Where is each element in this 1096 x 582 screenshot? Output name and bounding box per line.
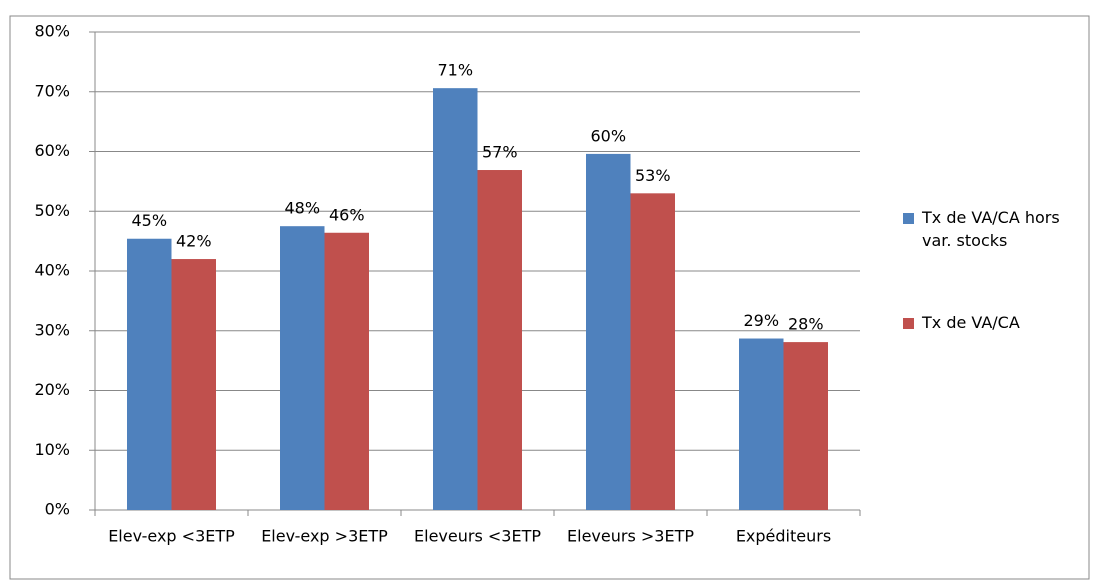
bar xyxy=(739,338,784,510)
legend-label: Tx de VA/CA xyxy=(922,313,1020,332)
data-label: 46% xyxy=(329,205,365,224)
y-tick-label: 10% xyxy=(34,440,70,459)
data-label: 60% xyxy=(590,126,626,145)
x-tick-label: Eleveurs <3ETP xyxy=(414,527,541,546)
data-label: 48% xyxy=(284,199,320,218)
bar xyxy=(630,193,675,510)
x-tick-label: Elev-exp >3ETP xyxy=(261,527,388,546)
data-label: 29% xyxy=(743,311,779,330)
bar xyxy=(477,170,522,510)
chart-frame xyxy=(9,15,1090,580)
legend-marker xyxy=(903,213,914,224)
x-tick-label: Elev-exp <3ETP xyxy=(108,527,235,546)
bar xyxy=(280,226,325,510)
y-tick-label: 80% xyxy=(34,22,70,41)
x-tick-label: Expéditeurs xyxy=(736,527,831,546)
data-label: 45% xyxy=(131,211,167,230)
y-tick-label: 70% xyxy=(34,81,70,100)
legend-label: Tx de VA/CA hors var. stocks xyxy=(922,208,1060,250)
y-tick-label: 30% xyxy=(34,320,70,339)
bar xyxy=(324,232,369,510)
legend-marker xyxy=(903,318,914,329)
y-tick-label: 50% xyxy=(34,201,70,220)
bar xyxy=(433,88,478,510)
x-tick-label: Eleveurs >3ETP xyxy=(567,527,694,546)
y-tick-label: 60% xyxy=(34,141,70,160)
data-label: 28% xyxy=(788,315,824,334)
y-tick-label: 20% xyxy=(34,380,70,399)
y-tick-label: 0% xyxy=(45,500,70,519)
data-label: 53% xyxy=(635,166,671,185)
bar xyxy=(171,259,216,510)
bar xyxy=(783,342,828,510)
bar xyxy=(586,153,631,510)
data-label: 42% xyxy=(176,232,212,251)
bar xyxy=(127,238,172,511)
data-label: 57% xyxy=(482,143,518,162)
y-tick-label: 40% xyxy=(34,261,70,280)
data-label: 71% xyxy=(437,61,473,80)
